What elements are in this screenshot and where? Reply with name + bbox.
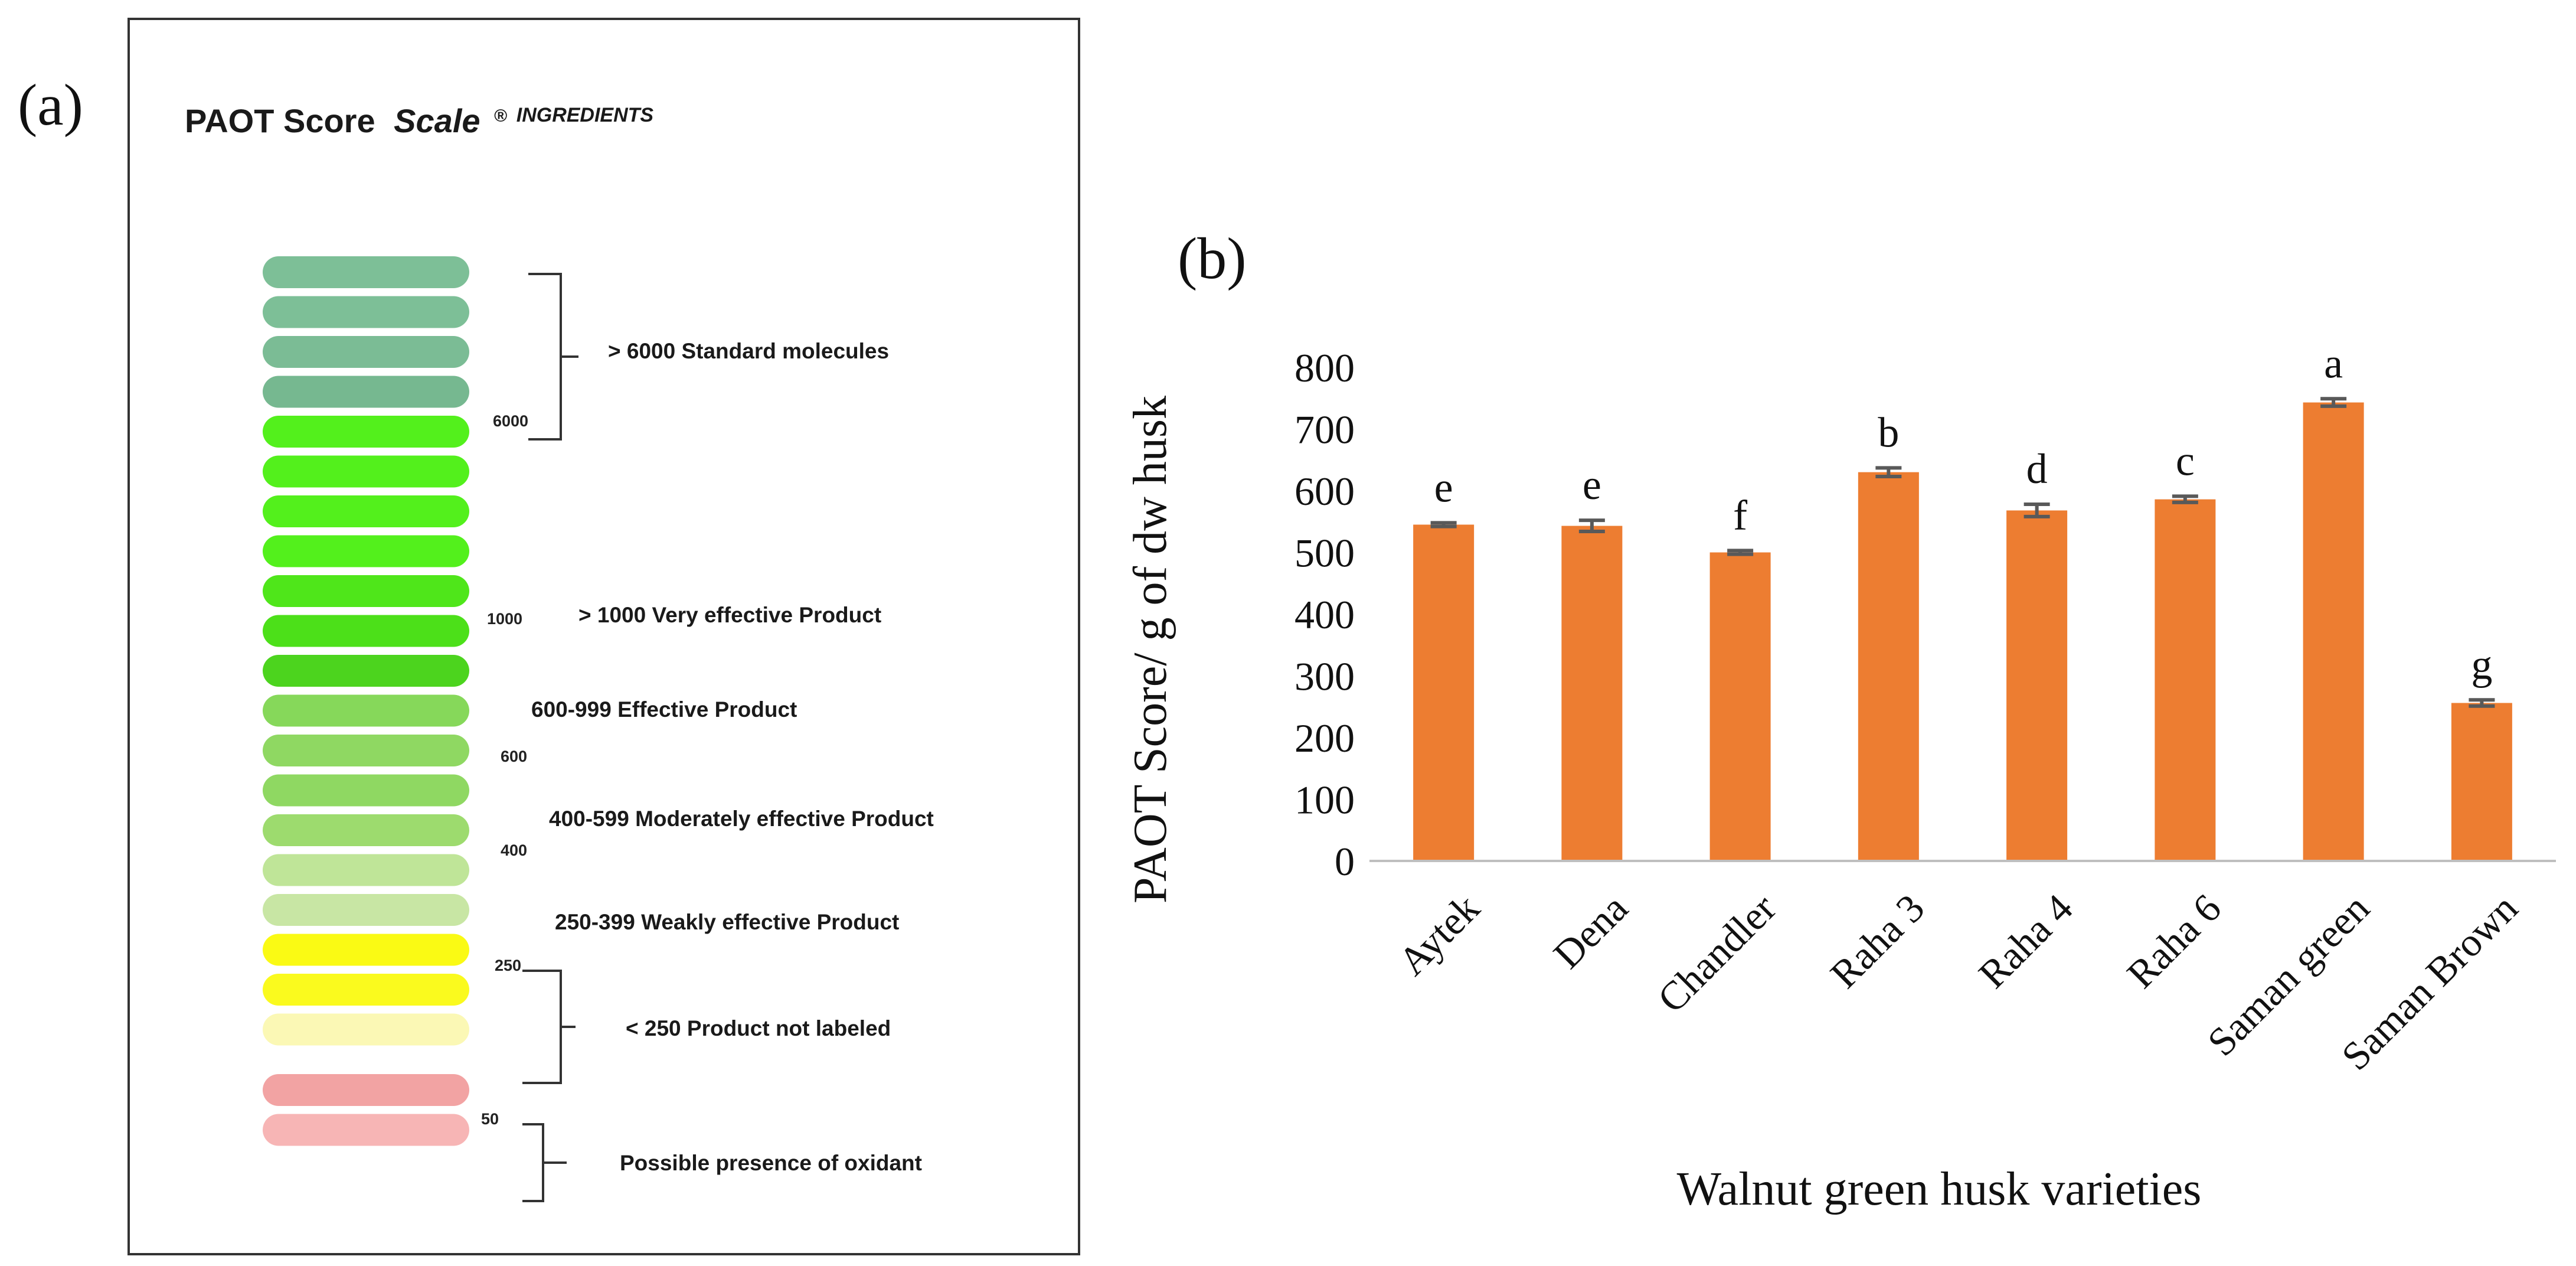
error-bar [1875,466,1902,478]
error-bar [1578,518,1605,533]
significance-letter: d [2026,445,2048,492]
error-bar [1727,549,1754,556]
significance-letter: b [1878,409,1899,456]
scale-pill [263,256,469,288]
category-standard: > 6000 Standard molecules [608,339,889,363]
scale-pills [263,256,469,1146]
y-axis-ticks: 0 100 200 300 400 500 600 700 800 [1294,345,1355,884]
y-tick-label: 0 [1335,839,1355,884]
y-axis-title: PAOT Score/ g of dw husk [1124,396,1176,903]
y-tick-label: 500 [1294,531,1355,576]
scale-pill [263,495,469,527]
scale-pill [263,455,469,488]
y-tick-label: 100 [1294,778,1355,823]
scale-pill [263,934,469,966]
paot-scale-figure: PAOT Score Scale ® INGREDIENTS 6000 1000… [185,92,934,1202]
bar [1561,526,1623,861]
x-axis-title: Walnut green husk varieties [1677,1163,2202,1215]
significance-letter: g [2471,641,2492,688]
scale-pill [263,814,469,846]
x-tick-label: Dena [1545,885,1636,977]
bar [2006,510,2068,861]
significance-letter: e [1583,461,1601,508]
brace-standard [528,273,578,441]
brace-oxidant [522,1123,567,1202]
tick-600: 600 [501,748,527,765]
bar [2451,703,2512,861]
error-bar [1430,521,1457,528]
scale-pill [263,735,469,766]
y-tick-label: 300 [1294,654,1355,699]
error-bars [1430,397,2495,708]
scale-pill [263,854,469,886]
y-tick-label: 600 [1294,469,1355,514]
scale-pill [263,655,469,687]
tick-50: 50 [481,1110,499,1128]
y-tick-label: 800 [1294,345,1355,390]
scale-pill [263,296,469,328]
scale-pill [263,1114,469,1146]
scale-pill [263,336,469,368]
paot-bar-chart: 0 100 200 300 400 500 600 700 800 e e f b d c a g Aytek… [1124,340,2556,1215]
scale-pill [263,694,469,727]
scale-pill [263,416,469,448]
category-moderately-effective: 400-599 Moderately effective Product [549,807,934,831]
panel-b-label: (b) [1178,226,1247,291]
error-bar [2469,698,2495,708]
scale-pill [263,1013,469,1046]
paot-scale-frame: PAOT Score Scale ® INGREDIENTS 6000 1000… [128,18,1080,1255]
bar [1413,524,1475,861]
category-very-effective: > 1000 Very effective Product [578,603,881,627]
bar [1858,472,1919,861]
x-tick-label: Aytek [1390,885,1488,984]
significance-letter: c [2176,437,2195,484]
bar [2155,499,2216,861]
category-oxidant: Possible presence of oxidant [620,1151,922,1175]
scale-pill [263,615,469,647]
x-tick-label: Chandler [1649,885,1784,1021]
scale-pill [263,1074,469,1106]
category-not-labeled: < 250 Product not labeled [626,1016,891,1040]
scale-pill [263,774,469,807]
scale-pill [263,535,469,567]
significance-letter: a [2324,340,2343,387]
brace-not-labeled [522,970,576,1084]
tick-6000: 6000 [493,412,528,430]
error-bar [2023,502,2050,518]
y-tick-label: 200 [1294,716,1355,761]
bar [2303,402,2364,861]
scale-pill [263,974,469,1006]
scale-title: PAOT Score Scale ® INGREDIENTS [185,92,653,139]
significance-letter: e [1434,464,1453,511]
significance-letter: f [1733,491,1747,539]
category-effective: 600-999 Effective Product [531,697,797,722]
x-tick-label: Raha 6 [2118,885,2230,997]
error-bar [2172,494,2198,504]
scale-pill [263,575,469,607]
scale-pill [263,376,469,408]
significance-letters: e e f b d c a g [1434,340,2493,688]
x-axis-ticks: Aytek Dena Chandler Raha 3 Raha 4 Raha 6Saman… [1390,885,2526,1079]
tick-250: 250 [495,957,521,974]
tick-400: 400 [501,841,527,859]
x-tick-label: Raha 3 [1822,885,1933,997]
y-tick-label: 700 [1294,407,1355,452]
y-tick-label: 400 [1294,592,1355,637]
bar [1709,552,1771,861]
error-bar [2320,397,2347,408]
bars [1413,402,2512,861]
panel-a-label: (a) [18,72,83,138]
tick-1000: 1000 [487,610,522,628]
scale-pill [263,894,469,926]
category-weakly-effective: 250-399 Weakly effective Product [555,910,899,934]
x-tick-label: Raha 4 [1970,885,2081,997]
